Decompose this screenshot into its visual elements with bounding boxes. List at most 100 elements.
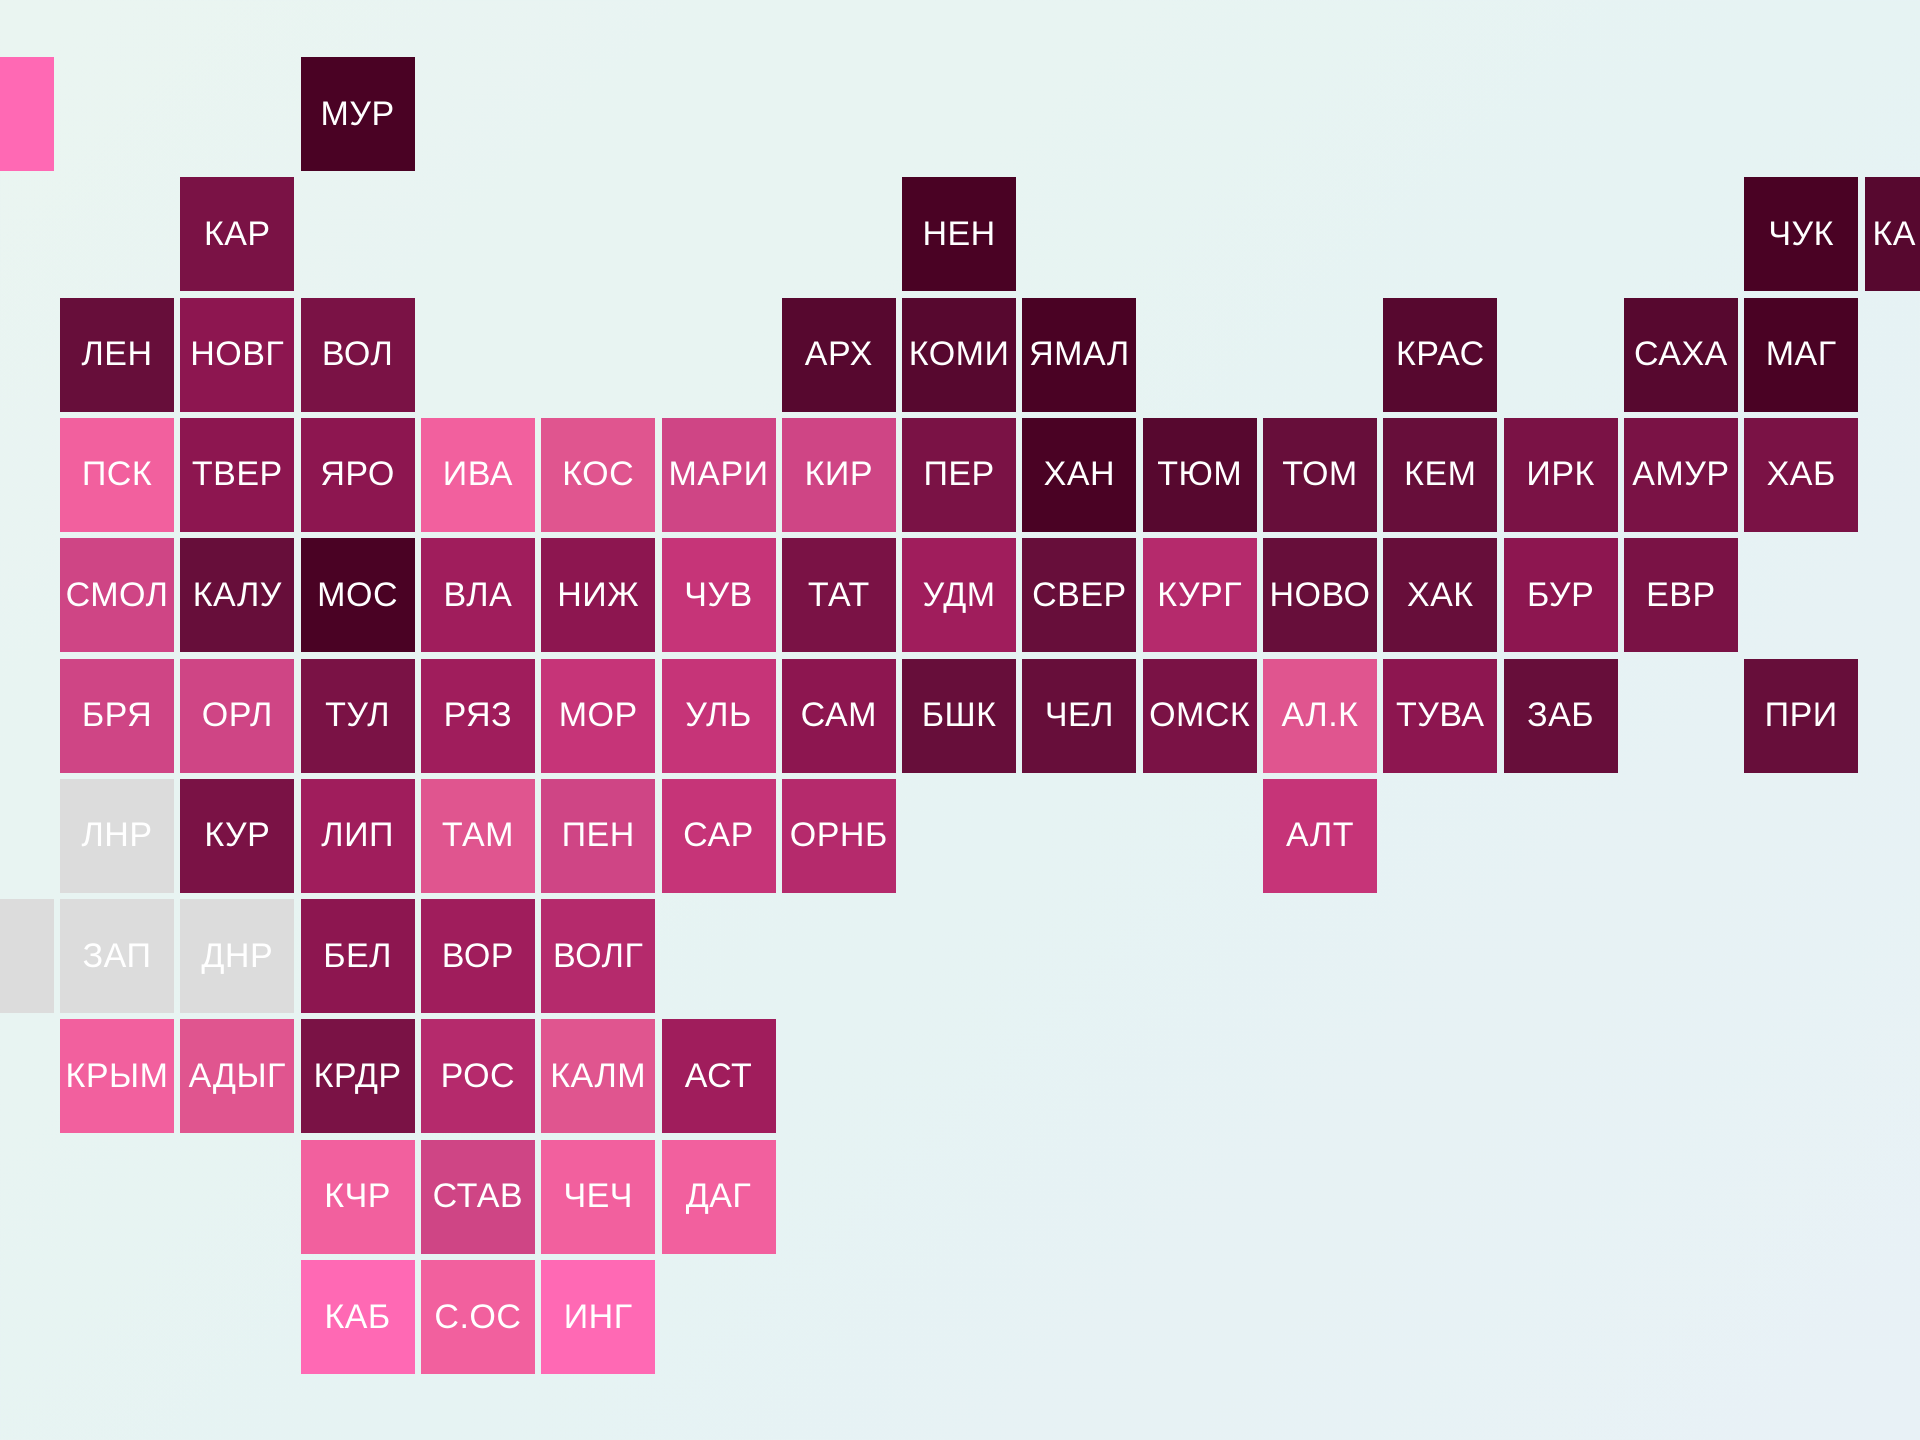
region-tile[interactable]: КУР — [180, 778, 295, 893]
region-tile[interactable]: ВОЛ — [300, 297, 415, 412]
region-tile[interactable]: КЧР — [300, 1139, 415, 1254]
region-tile[interactable]: УДМ — [902, 538, 1017, 653]
region-tile[interactable]: НЕН — [902, 177, 1017, 292]
region-label: АМУР — [1632, 455, 1730, 494]
region-tile[interactable]: ПЕН — [541, 778, 656, 893]
region-tile[interactable]: НОВГ — [180, 297, 295, 412]
region-tile[interactable]: ЗАБ — [1503, 658, 1618, 773]
region-tile[interactable]: СВЕР — [1022, 538, 1137, 653]
region-label: ПЕН — [561, 816, 635, 855]
region-tile[interactable]: КУРГ — [1142, 538, 1257, 653]
region-label: С.ОС — [434, 1297, 522, 1336]
region-tile[interactable]: ОРЛ — [180, 658, 295, 773]
region-tile[interactable]: ЯМАЛ — [1022, 297, 1137, 412]
region-tile[interactable]: АДЫГ — [180, 1019, 295, 1134]
region-tile[interactable]: ПРИ — [1744, 658, 1859, 773]
region-tile[interactable]: КОС — [541, 417, 656, 532]
region-tile[interactable]: ДНР — [180, 899, 295, 1014]
region-tile[interactable]: ОРНБ — [781, 778, 896, 893]
region-tile[interactable]: СМОЛ — [60, 538, 174, 653]
region-label: АЛТ — [1285, 816, 1354, 855]
region-tile[interactable]: ЛИП — [300, 778, 415, 893]
region-label: АСТ — [684, 1056, 753, 1095]
region-tile[interactable]: КАБ — [300, 1260, 415, 1374]
region-tile[interactable]: КРАС — [1383, 297, 1498, 412]
region-tile[interactable]: КАР — [180, 177, 295, 292]
region-tile[interactable]: ЛНР — [60, 778, 174, 893]
region-label: КА — [1872, 214, 1916, 253]
region-tile[interactable]: САМ — [781, 658, 896, 773]
region-tile[interactable]: АЛ.К — [1263, 658, 1377, 773]
region-tile[interactable]: ВОР — [420, 899, 535, 1014]
region-tile[interactable]: ВОЛГ — [541, 899, 656, 1014]
region-tile[interactable]: ВС — [0, 57, 54, 171]
region-tile[interactable]: ИВА — [420, 417, 535, 532]
region-tile[interactable]: МОС — [300, 538, 415, 653]
region-tile[interactable]: КРДР — [300, 1019, 415, 1134]
region-tile[interactable]: МУР — [300, 57, 415, 171]
region-label: ДАГ — [685, 1177, 752, 1216]
region-tile[interactable]: ХАН — [1022, 417, 1137, 532]
region-tile[interactable]: АЛТ — [1263, 778, 1377, 893]
region-tile[interactable]: КИР — [781, 417, 896, 532]
region-tile[interactable]: ТЮМ — [1142, 417, 1257, 532]
region-tile[interactable]: КРЫМ — [60, 1019, 174, 1134]
region-tile[interactable]: САР — [661, 778, 776, 893]
region-tile[interactable]: БЕЛ — [300, 899, 415, 1014]
region-label: ВЛА — [443, 575, 513, 614]
region-tile[interactable]: ЧЕЧ — [541, 1139, 656, 1254]
region-label: ВОЛ — [321, 335, 394, 374]
region-tile[interactable]: АСТ — [661, 1019, 776, 1134]
region-label: КРДР — [313, 1056, 402, 1095]
region-label: НОВО — [1269, 575, 1371, 614]
region-tile[interactable]: РОС — [420, 1019, 535, 1134]
region-tile[interactable]: СТАВ — [420, 1139, 535, 1254]
region-tile[interactable]: ТАТ — [781, 538, 896, 653]
region-tile[interactable]: РС — [0, 899, 54, 1014]
region-tile[interactable]: САХА — [1623, 297, 1738, 412]
region-label: КАР — [203, 214, 271, 253]
region-tile[interactable]: ИНГ — [541, 1260, 656, 1374]
region-label: МУР — [320, 94, 395, 133]
region-tile[interactable]: УЛЬ — [661, 658, 776, 773]
region-tile[interactable]: БРЯ — [60, 658, 174, 773]
region-tile[interactable]: ТАМ — [420, 778, 535, 893]
region-tile[interactable]: БУР — [1503, 538, 1618, 653]
region-tile[interactable]: ЧУВ — [661, 538, 776, 653]
region-tile[interactable]: АМУР — [1623, 417, 1738, 532]
region-tile[interactable]: ТУВА — [1383, 658, 1498, 773]
region-tile[interactable]: ПСК — [60, 417, 174, 532]
region-tile[interactable]: АРХ — [781, 297, 896, 412]
region-tile[interactable]: ЗАП — [60, 899, 174, 1014]
region-tile[interactable]: МАРИ — [661, 417, 776, 532]
region-tile[interactable]: ЛЕН — [60, 297, 174, 412]
region-tile[interactable]: КА — [1864, 177, 1920, 292]
region-tile[interactable]: ЧЕЛ — [1022, 658, 1137, 773]
region-tile[interactable]: РЯЗ — [420, 658, 535, 773]
region-tile[interactable]: ОМСК — [1142, 658, 1257, 773]
region-tile[interactable]: ЧУК — [1744, 177, 1859, 292]
region-tile[interactable]: ХАБ — [1744, 417, 1859, 532]
region-tile[interactable]: ТОМ — [1263, 417, 1377, 532]
region-tile[interactable]: ВЛА — [420, 538, 535, 653]
region-tile[interactable]: МАГ — [1744, 297, 1859, 412]
region-tile[interactable]: ХАК — [1383, 538, 1498, 653]
region-tile[interactable]: ИРК — [1503, 417, 1618, 532]
region-tile[interactable]: С.ОС — [420, 1260, 535, 1374]
region-tile[interactable]: ДАГ — [661, 1139, 776, 1254]
region-tile[interactable]: ТУЛ — [300, 658, 415, 773]
region-label: ЗАБ — [1527, 696, 1595, 734]
region-label: НОВГ — [190, 335, 285, 374]
region-tile[interactable]: ЕВР — [1623, 538, 1738, 653]
region-tile[interactable]: КАЛМ — [541, 1019, 656, 1134]
region-tile[interactable]: НОВО — [1263, 538, 1377, 653]
region-tile[interactable]: ПЕР — [902, 417, 1017, 532]
region-tile[interactable]: БШК — [902, 658, 1017, 773]
region-tile[interactable]: КЕМ — [1383, 417, 1498, 532]
region-tile[interactable]: НИЖ — [541, 538, 656, 653]
region-tile[interactable]: КАЛУ — [180, 538, 295, 653]
region-tile[interactable]: КОМИ — [902, 297, 1017, 412]
region-tile[interactable]: МОР — [541, 658, 656, 773]
region-tile[interactable]: ЯРО — [300, 417, 415, 532]
region-tile[interactable]: ТВЕР — [180, 417, 295, 532]
